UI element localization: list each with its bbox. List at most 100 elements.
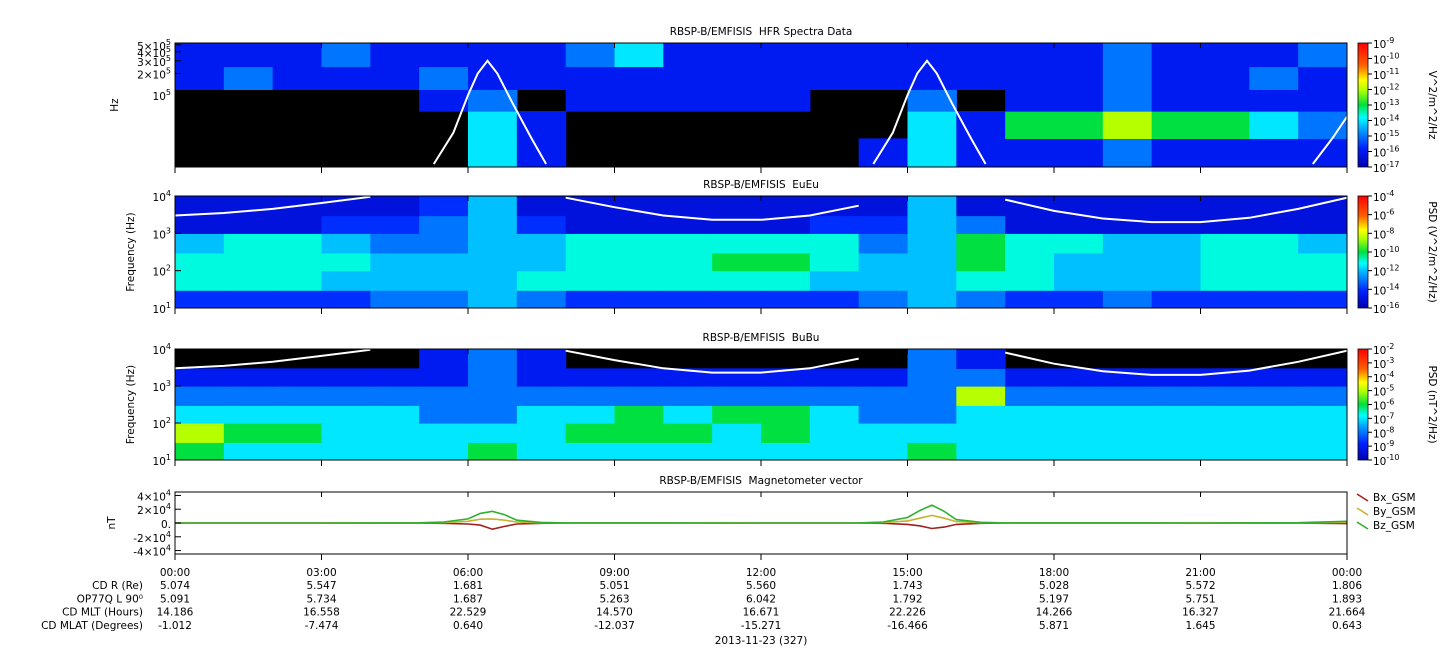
heatmap-cell	[272, 386, 323, 406]
heatmap-cell	[1249, 290, 1299, 308]
heatmap-cell	[175, 386, 225, 406]
heatmap-cell	[809, 270, 860, 291]
y-tick-label: 101	[153, 453, 171, 469]
heatmap-cell	[370, 386, 420, 406]
heatmap-cell	[468, 270, 518, 291]
heatmap-cell	[907, 405, 957, 424]
heatmap-cell	[1151, 138, 1202, 167]
heatmap-cell	[1102, 270, 1153, 291]
heatmap-cell	[1054, 66, 1104, 90]
ephemeris-value: -15.271	[741, 620, 782, 632]
heatmap-cell	[468, 66, 518, 90]
heatmap-cell	[1151, 368, 1202, 387]
heatmap-cell	[272, 423, 323, 443]
ephemeris-value: 5.028	[1039, 580, 1069, 592]
x-tick-label: 06:00	[453, 567, 483, 579]
heatmap-cell	[663, 270, 713, 291]
heatmap-cell	[516, 196, 567, 217]
heatmap-cell	[175, 423, 225, 443]
y-tick-label: 105	[153, 88, 171, 104]
heatmap-cell	[1249, 89, 1299, 112]
heatmap-cell	[468, 138, 518, 167]
colorbar-tick-label: 10-11	[1373, 67, 1399, 83]
ephemeris-value: 5.751	[1185, 593, 1215, 605]
heatmap-cell	[1005, 89, 1055, 112]
heatmap-cell	[1054, 290, 1104, 308]
heatmap-cell	[419, 43, 469, 68]
colorbar-tick-label: 10-5	[1373, 383, 1394, 399]
heatmap-cell	[663, 233, 713, 254]
heatmap-cell	[1200, 442, 1250, 460]
heatmap-cell	[1151, 196, 1202, 217]
heatmap-cell	[1298, 43, 1347, 68]
heatmap-cell	[858, 368, 909, 387]
heatmap-cell	[321, 215, 371, 234]
heatmap-cell	[370, 66, 420, 90]
heatmap-cell	[1298, 89, 1347, 112]
ephemeris-value: 5.263	[599, 593, 629, 605]
heatmap-cell	[1005, 290, 1055, 308]
heatmap-cell	[663, 196, 713, 217]
heatmap-cell	[1298, 252, 1347, 272]
heatmap-cell	[223, 368, 274, 387]
heatmap-cell	[1298, 442, 1347, 460]
heatmap-cell	[761, 423, 811, 443]
ephemeris-value: 1.687	[453, 593, 483, 605]
heatmap-cell	[1005, 405, 1055, 424]
heatmap-cell	[223, 423, 274, 443]
heatmap-cell	[516, 405, 567, 424]
heatmap-cell	[321, 270, 371, 291]
heatmap-cell	[907, 89, 957, 112]
heatmap-cell	[1249, 138, 1299, 167]
ephemeris-label: CD R (Re)	[92, 580, 143, 592]
heatmap-cell	[712, 386, 762, 406]
heatmap-cell	[761, 215, 811, 234]
heatmap-cell	[1249, 386, 1299, 406]
heatmap-cell	[516, 233, 567, 254]
heatmap-cell	[468, 405, 518, 424]
heatmap-cell	[1200, 423, 1250, 443]
heatmap-cell	[223, 252, 274, 272]
heatmap-cell	[468, 43, 518, 68]
ephemeris-value: 5.734	[306, 593, 336, 605]
ephemeris-value: -16.466	[887, 620, 928, 632]
heatmap-cell	[712, 66, 762, 90]
ephemeris-value: 5.074	[160, 580, 190, 592]
ephemeris-value: 14.570	[596, 607, 633, 619]
heatmap-cell	[858, 252, 909, 272]
heatmap-cell	[858, 270, 909, 291]
heatmap-cell	[1054, 43, 1104, 68]
colorbar-tick-label: 10-12	[1373, 263, 1399, 279]
colorbar-tick-label: 10-12	[1373, 82, 1399, 98]
heatmap-cell	[1249, 252, 1299, 272]
heatmap-cell	[370, 43, 420, 68]
ephemeris-value: 16.671	[743, 607, 780, 619]
heatmap-cell	[809, 423, 860, 443]
y-tick-label: -2×104	[133, 529, 171, 545]
heatmap-cell	[1054, 111, 1104, 139]
heatmap-cell	[272, 442, 323, 460]
heatmap-cell	[1200, 196, 1250, 217]
heatmap-cell	[516, 423, 567, 443]
heatmap-cell	[663, 89, 713, 112]
heatmap-cell	[858, 386, 909, 406]
ephemeris-value: -12.037	[594, 620, 635, 632]
heatmap-cell	[663, 43, 713, 68]
heatmap-cell	[1054, 368, 1104, 387]
heatmap-cell	[956, 368, 1006, 387]
heatmap-cell	[956, 423, 1006, 443]
heatmap-cell	[565, 386, 616, 406]
heatmap-cell	[956, 196, 1006, 217]
heatmap-cell	[712, 233, 762, 254]
heatmap-cell	[223, 442, 274, 460]
heatmap-cell	[272, 368, 323, 387]
heatmap-cell	[370, 215, 420, 234]
heatmap-cell	[419, 233, 469, 254]
heatmap-cell	[907, 252, 957, 272]
heatmap-cell	[1054, 405, 1104, 424]
y-tick-label: 4×105	[137, 44, 171, 60]
heatmap-cell	[565, 252, 616, 272]
ephemeris-value: 0.643	[1332, 620, 1362, 632]
ephemeris-label: CD MLT (Hours)	[62, 607, 143, 619]
heatmap-cell	[468, 386, 518, 406]
